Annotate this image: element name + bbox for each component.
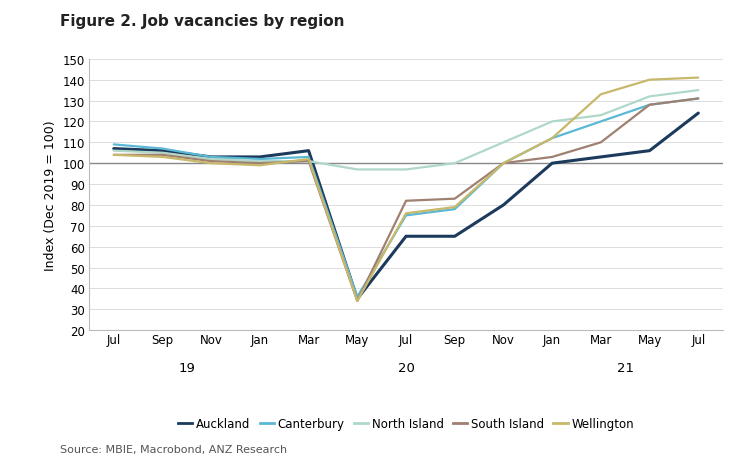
- Wellington: [256, 163, 264, 168]
- Canterbury: [353, 294, 362, 300]
- Wellington: [158, 155, 167, 160]
- Canterbury: [450, 207, 459, 213]
- South Island: [256, 161, 264, 167]
- South Island: [645, 103, 654, 108]
- North Island: [694, 88, 703, 94]
- Canterbury: [499, 161, 508, 167]
- Wellington: [548, 136, 557, 141]
- South Island: [548, 155, 557, 160]
- Auckland: [110, 146, 118, 152]
- North Island: [206, 157, 215, 162]
- Wellington: [597, 92, 606, 98]
- Canterbury: [158, 146, 167, 152]
- Wellington: [304, 157, 313, 162]
- North Island: [353, 168, 362, 173]
- North Island: [450, 161, 459, 167]
- South Island: [206, 159, 215, 164]
- Auckland: [694, 111, 703, 117]
- Auckland: [158, 149, 167, 154]
- South Island: [158, 153, 167, 158]
- Text: Figure 2. Job vacancies by region: Figure 2. Job vacancies by region: [60, 14, 344, 29]
- Canterbury: [110, 142, 118, 148]
- North Island: [158, 151, 167, 156]
- North Island: [597, 113, 606, 119]
- North Island: [304, 159, 313, 164]
- Line: Wellington: Wellington: [114, 78, 698, 301]
- Wellington: [206, 161, 215, 167]
- Wellington: [402, 211, 410, 217]
- South Island: [110, 153, 118, 158]
- Legend: Auckland, Canterbury, North Island, South Island, Wellington: Auckland, Canterbury, North Island, Sout…: [174, 412, 638, 435]
- Canterbury: [304, 155, 313, 160]
- Wellington: [110, 153, 118, 158]
- Text: 19: 19: [178, 361, 195, 374]
- North Island: [110, 149, 118, 154]
- Auckland: [499, 203, 508, 208]
- Auckland: [304, 149, 313, 154]
- Auckland: [353, 297, 362, 302]
- North Island: [499, 140, 508, 146]
- Wellington: [450, 205, 459, 210]
- Line: Canterbury: Canterbury: [114, 99, 698, 297]
- South Island: [694, 96, 703, 102]
- North Island: [645, 95, 654, 100]
- Auckland: [597, 155, 606, 160]
- Canterbury: [548, 136, 557, 141]
- Text: Source: MBIE, Macrobond, ANZ Research: Source: MBIE, Macrobond, ANZ Research: [60, 444, 287, 454]
- South Island: [499, 161, 508, 167]
- South Island: [402, 199, 410, 204]
- South Island: [450, 196, 459, 202]
- Canterbury: [256, 157, 264, 162]
- Wellington: [645, 78, 654, 83]
- Canterbury: [645, 103, 654, 108]
- North Island: [548, 119, 557, 125]
- Wellington: [694, 76, 703, 81]
- Line: Auckland: Auckland: [114, 114, 698, 299]
- Canterbury: [402, 213, 410, 218]
- Line: South Island: South Island: [114, 99, 698, 301]
- Auckland: [402, 234, 410, 240]
- South Island: [597, 140, 606, 146]
- Canterbury: [206, 155, 215, 160]
- Auckland: [645, 149, 654, 154]
- Y-axis label: Index (Dec 2019 = 100): Index (Dec 2019 = 100): [44, 120, 57, 270]
- Text: 21: 21: [617, 361, 634, 374]
- Auckland: [450, 234, 459, 240]
- Auckland: [206, 155, 215, 160]
- Line: North Island: North Island: [114, 91, 698, 170]
- Wellington: [353, 298, 362, 304]
- South Island: [353, 298, 362, 304]
- Auckland: [256, 155, 264, 160]
- North Island: [256, 159, 264, 164]
- Auckland: [548, 161, 557, 167]
- South Island: [304, 159, 313, 164]
- Wellington: [499, 161, 508, 167]
- North Island: [402, 168, 410, 173]
- Canterbury: [597, 119, 606, 125]
- Canterbury: [694, 96, 703, 102]
- Text: 20: 20: [398, 361, 414, 374]
